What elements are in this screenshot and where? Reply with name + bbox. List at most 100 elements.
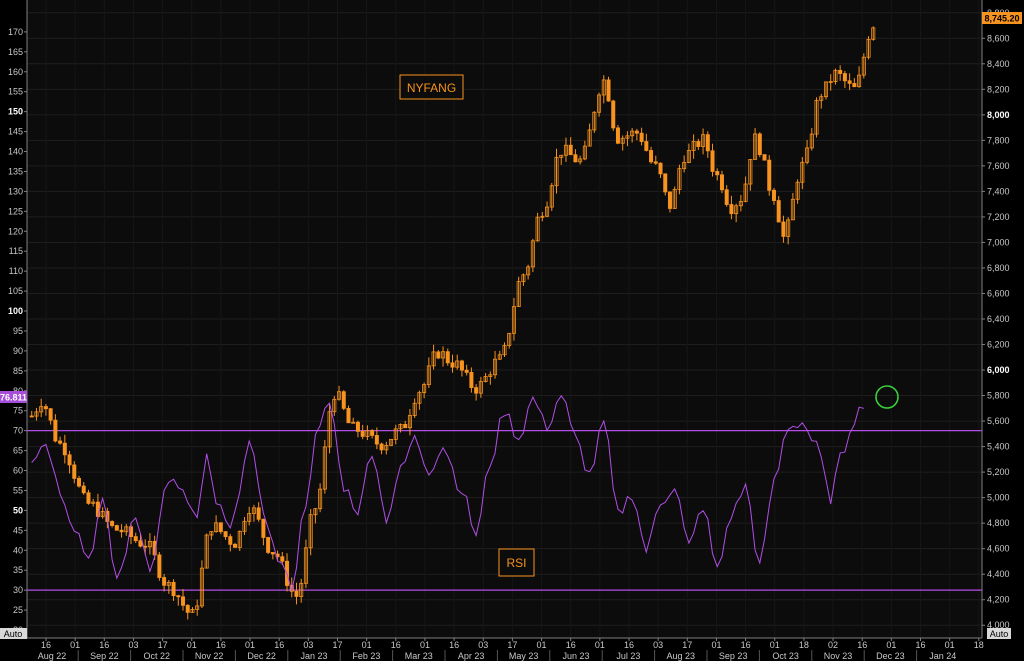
x-month-label: Dec 23 <box>876 651 905 661</box>
price-candle-body <box>204 534 209 569</box>
x-tick-label: 03 <box>303 640 313 650</box>
x-month-label: Oct 23 <box>772 651 799 661</box>
price-candle-body <box>620 137 625 144</box>
rsi-line <box>31 394 864 592</box>
left-tick-label: 25 <box>13 605 23 615</box>
x-tick-label: 02 <box>828 640 838 650</box>
price-candle-body <box>686 150 691 163</box>
right-tick-label: 6,400 <box>987 314 1010 324</box>
price-candle-body <box>266 537 271 553</box>
right-tick-label: 5,400 <box>987 442 1010 452</box>
price-candle-body <box>568 144 573 156</box>
left-tick-label: 75 <box>13 406 23 416</box>
price-candle-body <box>606 79 611 102</box>
x-month-label: Jul 23 <box>616 651 640 661</box>
price-candle-body <box>119 529 124 533</box>
nyfang-annotation-box <box>399 74 464 100</box>
price-candle-body <box>441 351 446 359</box>
left-tick-label: 85 <box>13 366 23 376</box>
x-month-label: Jun 23 <box>562 651 589 661</box>
right-tick-label: 7,800 <box>987 135 1010 145</box>
price-candle-body <box>800 161 805 183</box>
left-tick-label: 60 <box>13 466 23 476</box>
price-candle-body <box>455 360 460 368</box>
price-candle-body <box>644 141 649 151</box>
x-month-label: Sep 22 <box>90 651 119 661</box>
x-month-label: Jan 24 <box>929 651 956 661</box>
price-candle-body <box>360 431 365 437</box>
price-candle-body <box>493 358 498 376</box>
left-tick-label: 50 <box>13 505 23 515</box>
left-tick-label: 120 <box>8 226 23 236</box>
x-tick-label: 18 <box>799 640 809 650</box>
left-auto-button[interactable] <box>0 628 27 639</box>
right-tick-label: 7,200 <box>987 212 1010 222</box>
price-candle-body <box>578 158 583 163</box>
price-candle-body <box>407 415 412 429</box>
price-candle-body <box>247 513 252 522</box>
rsi-highlight-circle <box>875 385 899 409</box>
left-tick-label: 30 <box>13 585 23 595</box>
x-tick-label: 01 <box>245 640 255 650</box>
x-tick-label: 17 <box>332 640 342 650</box>
price-candle-body <box>838 69 843 74</box>
price-candle-body <box>147 540 152 548</box>
price-candle-body <box>445 351 450 364</box>
x-month-label: Jan 23 <box>300 651 327 661</box>
price-candle-body <box>540 215 545 218</box>
price-candle-body <box>790 198 795 221</box>
price-candle-body <box>393 428 398 440</box>
price-candle-body <box>682 162 687 170</box>
price-candle-body <box>162 577 167 586</box>
price-candle-body <box>597 94 602 113</box>
right-auto-button[interactable] <box>987 628 1011 639</box>
right-tick-label: 4,200 <box>987 595 1010 605</box>
x-tick-label: 01 <box>362 640 372 650</box>
price-candle-body <box>535 216 540 242</box>
price-candle-body <box>507 332 512 346</box>
price-candle-body <box>436 351 441 359</box>
right-tick-label: 5,000 <box>987 493 1010 503</box>
price-candle-body <box>805 147 810 163</box>
price-candle-body <box>587 129 592 147</box>
price-candle-body <box>611 100 616 129</box>
x-month-label: May 23 <box>509 651 539 661</box>
price-candle-body <box>218 522 223 533</box>
right-tick-label: 8,200 <box>987 84 1010 94</box>
price-candle-body <box>497 354 502 360</box>
left-tick-label: 140 <box>8 147 23 157</box>
x-tick-label: 16 <box>449 640 459 650</box>
price-candle-body <box>861 56 866 76</box>
left-tick-label: 80 <box>13 386 23 396</box>
price-candle-body <box>332 398 337 413</box>
price-candle-body <box>653 161 658 164</box>
price-candle-body <box>502 345 507 356</box>
x-tick-label: 17 <box>682 640 692 650</box>
price-candle-body <box>823 81 828 98</box>
x-tick-label: 18 <box>974 640 984 650</box>
left-tick-label: 45 <box>13 525 23 535</box>
x-month-label: Nov 23 <box>824 651 853 661</box>
price-candle-body <box>795 181 800 200</box>
price-candle-body <box>639 132 644 142</box>
price-candle-body <box>625 135 630 139</box>
x-month-label: Aug 22 <box>38 651 67 661</box>
price-candle-body <box>91 501 96 504</box>
price-candle-body <box>313 508 318 516</box>
left-tick-label: 115 <box>9 246 23 256</box>
price-candle-body <box>658 162 663 175</box>
price-candle-body <box>242 520 247 532</box>
price-candle-body <box>852 83 857 88</box>
price-candle-body <box>630 130 635 137</box>
x-tick-label: 16 <box>857 640 867 650</box>
x-axis: 16 01 16 03 17 01 16 01 16 03 17 01 16 01 16 03 17 01 16 01… <box>27 637 984 661</box>
price-candle-body <box>270 552 275 555</box>
x-tick-label: 01 <box>770 640 780 650</box>
price-candle-body <box>48 408 53 421</box>
price-candle-body <box>559 154 564 158</box>
left-tick-label: 160 <box>8 67 23 77</box>
price-candle-body <box>563 144 568 156</box>
price-candle-body <box>781 221 786 237</box>
price-candle-body <box>786 219 791 237</box>
price-candle-body <box>398 423 403 430</box>
